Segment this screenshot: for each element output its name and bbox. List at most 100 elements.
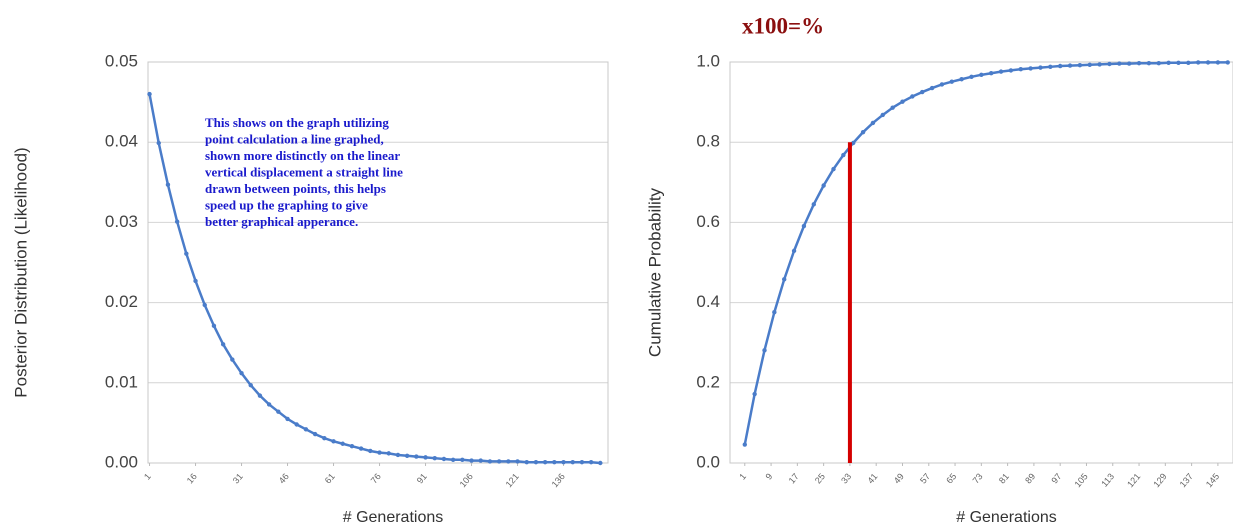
point xyxy=(460,457,465,462)
point xyxy=(949,79,954,84)
point xyxy=(588,459,594,465)
y-tick-label: 0.05 xyxy=(105,51,138,70)
y-tick-label: 0.0 xyxy=(696,452,720,471)
point xyxy=(1195,60,1201,65)
y-tick-label: 0.6 xyxy=(696,212,720,231)
y-tick-label: 0.8 xyxy=(696,132,720,151)
point xyxy=(414,454,419,459)
point xyxy=(1008,68,1014,73)
x-tick-label: 9 xyxy=(764,471,775,481)
x-tick-label: 73 xyxy=(971,471,985,485)
y-tick-label: 0.01 xyxy=(105,372,138,391)
point xyxy=(1166,60,1171,66)
plot-frame xyxy=(147,61,609,464)
point xyxy=(432,455,437,461)
point xyxy=(230,357,235,362)
x-tick-label: 136 xyxy=(550,471,567,489)
point xyxy=(860,129,866,135)
point xyxy=(469,458,474,463)
point xyxy=(266,402,272,407)
point xyxy=(1126,61,1132,66)
point xyxy=(202,302,207,308)
annotation: vertical displacement a straight line xyxy=(205,164,403,179)
point xyxy=(890,105,895,110)
y-tick-label: 1.0 xyxy=(696,51,720,70)
point xyxy=(1156,61,1161,66)
point xyxy=(1107,61,1112,67)
point xyxy=(1087,62,1092,68)
point xyxy=(851,140,856,146)
point xyxy=(533,459,539,465)
point xyxy=(156,140,161,146)
point xyxy=(929,85,935,91)
x-tick-label: 65 xyxy=(944,471,958,485)
x-tick-label: 61 xyxy=(323,471,337,485)
point xyxy=(579,459,585,465)
point xyxy=(423,455,428,460)
point xyxy=(542,459,548,465)
point xyxy=(1205,60,1211,65)
point xyxy=(147,91,152,97)
point xyxy=(1057,63,1063,69)
point xyxy=(1067,63,1073,68)
point xyxy=(1225,60,1230,65)
point xyxy=(880,112,885,118)
point xyxy=(1215,60,1221,65)
x-tick-label: 106 xyxy=(458,471,475,489)
point xyxy=(742,442,747,447)
point xyxy=(377,450,382,455)
x-tick-label: 89 xyxy=(1023,471,1037,485)
x-tick-label: 57 xyxy=(918,471,932,485)
point xyxy=(312,431,318,437)
x-tick-label: 17 xyxy=(787,471,801,485)
point xyxy=(979,72,984,78)
y-axis-label: Posterior Distribution (Likelihood) xyxy=(11,147,30,397)
y-axis-label: Cumulative Probability xyxy=(645,187,664,357)
point xyxy=(478,458,483,463)
y-tick-label: 0.2 xyxy=(696,372,720,391)
point xyxy=(239,370,244,376)
annotation: better graphical apperance. xyxy=(205,214,358,229)
x-tick-label: 129 xyxy=(1151,471,1168,489)
point xyxy=(184,251,189,256)
x-tick-label: 33 xyxy=(839,471,853,485)
point xyxy=(340,441,345,446)
point xyxy=(910,94,915,99)
point xyxy=(349,443,355,449)
point xyxy=(322,435,327,441)
point xyxy=(801,223,807,229)
point xyxy=(791,248,797,254)
point xyxy=(919,89,925,95)
x-tick-label: 25 xyxy=(813,471,827,485)
point xyxy=(1176,60,1181,66)
point xyxy=(450,457,456,462)
point xyxy=(561,459,566,465)
point xyxy=(1048,64,1053,70)
point xyxy=(487,459,493,464)
x-tick-label: 49 xyxy=(892,471,906,485)
x-tick-label: 31 xyxy=(231,471,245,485)
y-tick-label: 0.04 xyxy=(105,132,138,151)
point xyxy=(294,422,299,427)
point xyxy=(211,323,217,329)
annotation: speed up the graphing to give xyxy=(205,197,368,212)
annotation: point calculation a line graphed, xyxy=(205,131,384,146)
x-tick-label: 41 xyxy=(865,471,879,485)
x-axis-label: # Generations xyxy=(343,509,444,526)
point xyxy=(515,459,520,464)
point xyxy=(772,310,777,315)
x-axis-label: # Generations xyxy=(956,509,1057,526)
x-tick-label: 145 xyxy=(1204,471,1221,489)
point xyxy=(841,152,846,158)
point xyxy=(404,453,410,458)
point xyxy=(506,459,511,464)
point xyxy=(395,452,401,458)
point xyxy=(1018,67,1023,72)
x-tick-label: 81 xyxy=(997,471,1011,485)
title-annotation: x100=% xyxy=(742,13,824,38)
point xyxy=(831,166,836,172)
x-tick-label: 76 xyxy=(369,471,383,485)
point xyxy=(821,183,826,188)
plot-frame xyxy=(729,61,1233,464)
